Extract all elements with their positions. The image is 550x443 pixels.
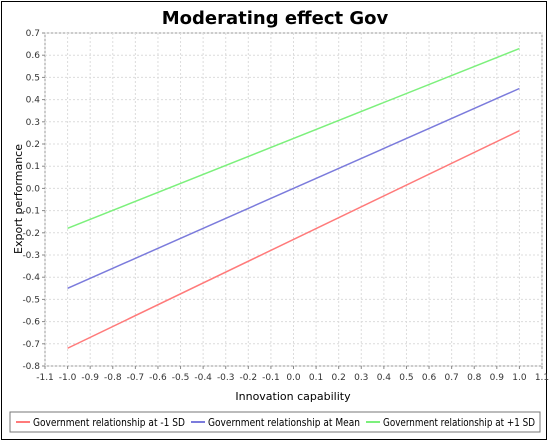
x-tick-label: 1.0 xyxy=(512,373,527,383)
y-tick-label: 0.6 xyxy=(26,51,41,61)
legend xyxy=(9,411,541,433)
y-tick-label: -0.4 xyxy=(22,273,40,283)
series-line-2 xyxy=(67,47,520,230)
y-tick-label: 0.0 xyxy=(26,184,41,194)
x-tick-label: 0.4 xyxy=(377,373,392,383)
y-tick-label: 0.2 xyxy=(26,140,40,150)
x-tick-label: -0.8 xyxy=(104,373,122,383)
y-tick-label: -0.2 xyxy=(22,229,40,239)
x-tick-label: 0.8 xyxy=(467,373,482,383)
chart-title: Moderating effect Gov xyxy=(162,8,389,29)
x-axis-ticks: -1.1 -1.0 -0.9 -0.8 -0.7 -0.6 -0.5 -0.4 -0.3 -0.2… xyxy=(36,366,549,383)
x-tick-label: -0.5 xyxy=(172,373,190,383)
x-tick-label: 0.9 xyxy=(490,373,505,383)
legend-label-1: Government relationship at Mean xyxy=(208,416,360,429)
y-tick-label: -0.7 xyxy=(22,340,40,350)
y-tick-label: -0.1 xyxy=(22,207,40,217)
x-tick-label: 0.0 xyxy=(286,373,301,383)
x-tick-label: -0.2 xyxy=(240,373,258,383)
y-axis-label: Export performance xyxy=(12,144,25,254)
x-tick-label: -0.3 xyxy=(217,373,235,383)
x-tick-label: -1.0 xyxy=(59,373,77,383)
y-tick-label: 0.3 xyxy=(26,118,40,128)
y-tick-label: 0.4 xyxy=(26,96,41,106)
y-tick-label: -0.8 xyxy=(22,362,40,372)
x-tick-label: 0.1 xyxy=(309,373,323,383)
x-tick-label: -0.9 xyxy=(81,373,99,383)
x-tick-label: -0.1 xyxy=(262,373,280,383)
y-tick-label: -0.5 xyxy=(22,295,40,305)
x-axis-label: Innovation capability xyxy=(235,390,351,403)
y-tick-label: -0.6 xyxy=(22,318,40,328)
x-tick-label: -0.7 xyxy=(127,373,145,383)
x-tick-label: 0.5 xyxy=(399,373,413,383)
y-tick-label: 0.1 xyxy=(26,162,40,172)
series-line-1 xyxy=(67,87,520,289)
y-tick-label: 0.7 xyxy=(26,29,40,39)
y-tick-label: 0.5 xyxy=(26,73,40,83)
legend-items: Government relationship at -1 SD Governme… xyxy=(16,416,535,429)
x-tick-label: -0.6 xyxy=(149,373,167,383)
legend-label-0: Government relationship at -1 SD xyxy=(33,416,185,429)
y-tick-label: -0.3 xyxy=(22,251,40,261)
y-axis-ticks: 0.7 0.6 0.5 0.4 0.3 0.2 0.1 0.0 -0.1 -0.2 -0.3 -0.4… xyxy=(22,29,45,372)
x-tick-label: -0.4 xyxy=(194,373,212,383)
series-lines xyxy=(67,47,520,349)
x-tick-label: 0.2 xyxy=(332,373,346,383)
grid xyxy=(44,32,543,367)
series-line-0 xyxy=(67,130,520,349)
legend-label-2: Government relationship at +1 SD xyxy=(383,416,535,429)
x-tick-label: -1.1 xyxy=(36,373,54,383)
x-tick-label: 1.1 xyxy=(535,373,549,383)
x-tick-label: 0.6 xyxy=(422,373,437,383)
x-tick-label: 0.3 xyxy=(354,373,368,383)
x-tick-label: 0.7 xyxy=(444,373,458,383)
